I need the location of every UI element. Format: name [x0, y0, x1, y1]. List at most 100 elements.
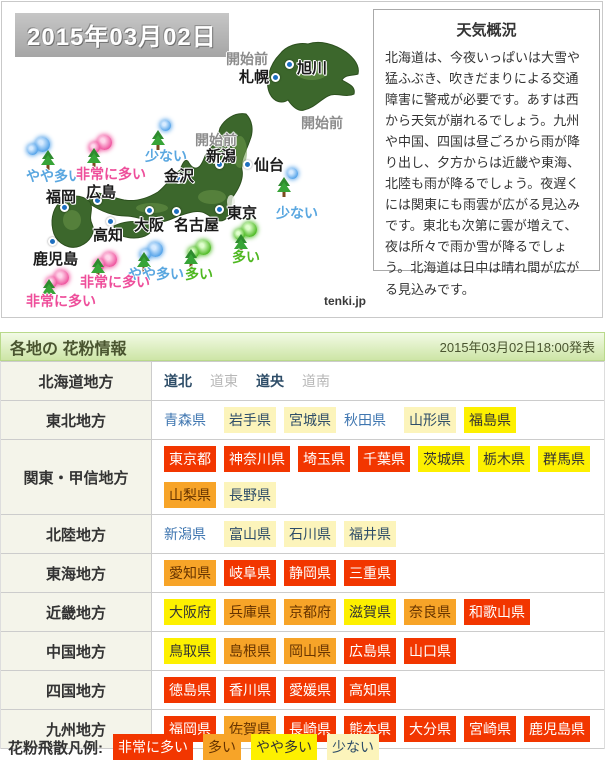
pollen-icon	[287, 168, 298, 179]
japan-map	[51, 41, 359, 248]
prefecture-link[interactable]: 香川県	[224, 677, 276, 703]
prefecture-link[interactable]: 三重県	[344, 560, 396, 586]
pollen-icon	[46, 277, 57, 288]
prefecture-link[interactable]: 宮城県	[284, 407, 336, 433]
prefecture-link[interactable]: 鳥取県	[164, 638, 216, 664]
table-row: 北海道地方 道北 道東 道央 道南	[1, 361, 604, 401]
prefecture-link[interactable]: 東京都	[164, 446, 216, 472]
prefecture-link[interactable]: 宮崎県	[464, 716, 516, 742]
prefecture-link[interactable]: 道北	[164, 373, 192, 389]
region-name: 東海地方	[1, 554, 152, 592]
city-marker-kagoshima	[48, 237, 57, 246]
prefecture-link[interactable]: 福島県	[464, 407, 516, 433]
pollen-table: 北海道地方 道北 道東 道央 道南 東北地方 青森県 岩手県 宮城県 秋田県 山形県 福島県 関東・甲信…	[0, 361, 605, 749]
region-name: 近畿地方	[1, 593, 152, 631]
map-status-label: 非常に多い	[80, 274, 150, 290]
city-label-osaka: 大阪	[134, 217, 165, 234]
city-label-kanazawa: 金沢	[164, 168, 195, 185]
prefecture-link[interactable]: 和歌山県	[464, 599, 530, 625]
prefecture-link[interactable]: 広島県	[344, 638, 396, 664]
pollen-icon	[89, 142, 100, 153]
prefecture-link[interactable]: 道央	[256, 373, 284, 389]
prefecture-link[interactable]: 富山県	[224, 521, 276, 547]
region-name: 中国地方	[1, 632, 152, 670]
map-status-label: 少ない	[276, 205, 318, 221]
prefecture-link[interactable]: 千葉県	[358, 446, 410, 472]
prefecture-link[interactable]: 高知県	[344, 677, 396, 703]
pollen-icon	[148, 242, 163, 257]
prefecture-link[interactable]: 兵庫県	[224, 599, 276, 625]
pollen-icon	[102, 252, 117, 267]
prefecture-link[interactable]: 新潟県	[164, 526, 206, 542]
prefecture-link[interactable]: 静岡県	[284, 560, 336, 586]
prefecture-link[interactable]: 鹿児島県	[524, 716, 590, 742]
tree-icon	[234, 234, 248, 254]
city-marker-kochi	[106, 217, 115, 226]
legend-item-somewhat: やや多い	[251, 734, 317, 760]
legend-item-much: 多い	[203, 734, 241, 760]
prefecture-link[interactable]: 島根県	[224, 638, 276, 664]
prefecture-link[interactable]: 熊本県	[344, 716, 396, 742]
map-weather-panel: 2015年03月02日 旭川 札幌 新潟 仙台 金沢 東京 名古屋 大阪 広島 …	[1, 1, 603, 318]
prefecture-link[interactable]: 秋田県	[344, 412, 386, 428]
map-status-label: やや多い	[26, 168, 82, 184]
region-prefectures: 愛知県 岐阜県 静岡県 三重県	[152, 554, 604, 592]
prefecture-link[interactable]: 栃木県	[478, 446, 530, 472]
prefecture-link[interactable]: 群馬県	[538, 446, 590, 472]
tenki-logo: tenki.jp	[324, 294, 367, 308]
prefecture-link[interactable]: 滋賀県	[344, 599, 396, 625]
city-label-niigata: 新潟	[206, 148, 237, 165]
prefecture-link[interactable]: 青森県	[164, 412, 206, 428]
pollen-icon	[196, 240, 211, 255]
prefecture-link[interactable]: 愛知県	[164, 560, 216, 586]
prefecture-link[interactable]: 山梨県	[164, 482, 216, 508]
region-name: 東北地方	[1, 401, 152, 439]
prefecture-link[interactable]: 長野県	[224, 482, 276, 508]
pollen-icon	[234, 229, 245, 240]
legend-title: 花粉飛散凡例:	[8, 739, 103, 757]
city-label-asahikawa: 旭川	[297, 60, 328, 77]
prefecture-link[interactable]: 神奈川県	[224, 446, 290, 472]
region-name: 関東・甲信地方	[1, 440, 152, 514]
prefecture-link[interactable]: 山口県	[404, 638, 456, 664]
tree-icon	[137, 252, 151, 272]
pollen-icon	[35, 137, 50, 152]
tree-icon	[41, 150, 55, 170]
city-marker-sapporo	[271, 73, 280, 82]
city-marker-kanazawa	[174, 175, 183, 184]
prefecture-link[interactable]: 京都府	[284, 599, 336, 625]
region-name: 北陸地方	[1, 515, 152, 553]
table-row: 北陸地方 新潟県 富山県 石川県 福井県	[1, 515, 604, 554]
prefecture-link[interactable]: 大分県	[404, 716, 456, 742]
prefecture-link[interactable]: 岡山県	[284, 638, 336, 664]
prefecture-link[interactable]: 福井県	[344, 521, 396, 547]
city-marker-hiroshima	[93, 196, 102, 205]
prefecture-link[interactable]: 奈良県	[404, 599, 456, 625]
city-marker-fukuoka	[60, 203, 69, 212]
prefecture-link[interactable]: 道南	[302, 373, 330, 389]
weather-overview-title: 天気概況	[456, 22, 517, 39]
tree-icon	[91, 258, 105, 278]
pollen-icon	[54, 270, 69, 285]
prefecture-link[interactable]: 道東	[210, 373, 238, 389]
map-status-label: 多い	[232, 249, 260, 265]
map-status-label: やや多い	[128, 266, 184, 282]
table-row: 四国地方 徳島県 香川県 愛媛県 高知県	[1, 671, 604, 710]
prefecture-link[interactable]: 茨城県	[418, 446, 470, 472]
map-status-label: 多い	[185, 266, 213, 282]
prefecture-link[interactable]: 徳島県	[164, 677, 216, 703]
map-status-label: 開始前	[195, 132, 237, 148]
map-status-label: 開始前	[226, 51, 268, 67]
prefecture-link[interactable]: 山形県	[404, 407, 456, 433]
prefecture-link[interactable]: 岐阜県	[224, 560, 276, 586]
region-prefectures: 青森県 岩手県 宮城県 秋田県 山形県 福島県	[152, 401, 604, 439]
table-row: 東海地方 愛知県 岐阜県 静岡県 三重県	[1, 554, 604, 593]
prefecture-link[interactable]: 大阪府	[164, 599, 216, 625]
prefecture-link[interactable]: 愛媛県	[284, 677, 336, 703]
prefecture-link[interactable]: 埼玉県	[298, 446, 350, 472]
city-marker-nagoya	[172, 207, 181, 216]
prefecture-link[interactable]: 岩手県	[224, 407, 276, 433]
prefecture-link[interactable]: 石川県	[284, 521, 336, 547]
city-label-nagoya: 名古屋	[174, 217, 220, 234]
published-timestamp: 2015年03月02日18:00発表	[439, 340, 595, 355]
